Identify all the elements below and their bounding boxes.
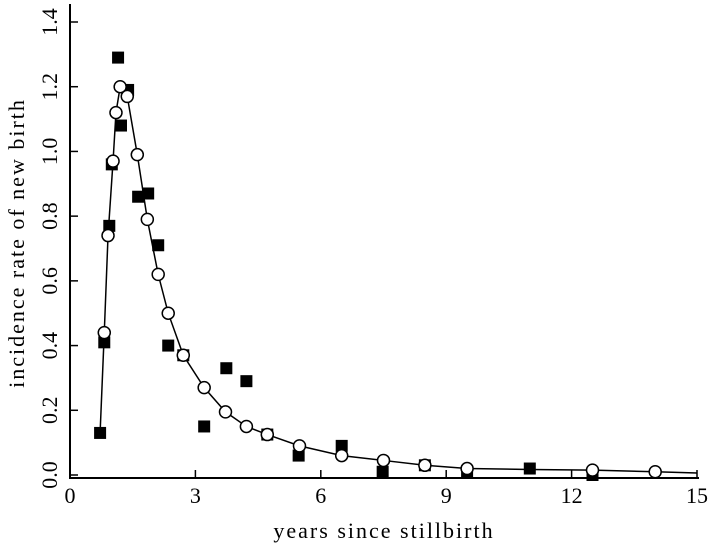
y-axis-label: incidence rate of new birth xyxy=(4,98,29,388)
x-tick-label: 15 xyxy=(686,483,708,508)
circle-point xyxy=(585,463,600,477)
square-point xyxy=(162,339,175,352)
square-point xyxy=(142,187,155,200)
y-tick-label: 1.0 xyxy=(37,138,62,166)
circle-point xyxy=(260,427,275,442)
circle-point xyxy=(106,154,120,168)
square-point xyxy=(94,426,107,439)
y-tick-label: 0.4 xyxy=(37,332,62,360)
square-point xyxy=(376,465,389,478)
y-tick-label: 0.8 xyxy=(37,202,62,230)
circle-point xyxy=(197,380,211,395)
circle-point xyxy=(113,79,127,94)
square-point xyxy=(98,336,111,349)
circle-point xyxy=(418,458,432,473)
square-point xyxy=(103,219,116,232)
circle-point xyxy=(176,348,191,363)
square-point xyxy=(198,420,211,433)
square-point xyxy=(523,462,536,475)
square-point xyxy=(152,239,165,252)
circle-point xyxy=(130,147,145,162)
circle-point xyxy=(120,89,135,104)
x-tick-label: 6 xyxy=(315,483,326,508)
square-point xyxy=(114,119,127,132)
x-tick-label: 9 xyxy=(441,483,452,508)
square-point xyxy=(335,439,348,452)
x-axis-label: years since stillbirth xyxy=(273,518,494,543)
circle-point xyxy=(140,212,155,227)
y-tick-label: 1.4 xyxy=(37,8,62,36)
circle-point xyxy=(151,267,165,282)
circle-point xyxy=(97,325,112,340)
x-tick-label: 3 xyxy=(190,483,201,508)
circle-point xyxy=(334,448,349,463)
y-tick-label: 0.2 xyxy=(37,397,62,425)
circle-point xyxy=(218,405,233,419)
y-tick-label: 0.0 xyxy=(37,461,62,489)
square-point xyxy=(112,51,125,64)
square-point xyxy=(220,362,233,375)
y-tick-label: 1.2 xyxy=(37,73,62,101)
y-tick-label: 0.6 xyxy=(37,267,62,295)
square-point xyxy=(132,190,145,203)
circle-point xyxy=(101,228,115,243)
circle-point xyxy=(648,465,662,479)
square-point xyxy=(292,449,305,462)
square-point xyxy=(240,375,253,388)
circle-point xyxy=(239,419,254,434)
circle-point xyxy=(161,306,175,320)
circle-point xyxy=(460,461,474,476)
circle-point xyxy=(109,105,123,120)
x-tick-label: 12 xyxy=(561,483,583,508)
x-tick-label: 0 xyxy=(65,483,76,508)
fit-curve xyxy=(99,84,698,474)
circle-point xyxy=(376,453,391,468)
circle-point xyxy=(292,439,307,453)
